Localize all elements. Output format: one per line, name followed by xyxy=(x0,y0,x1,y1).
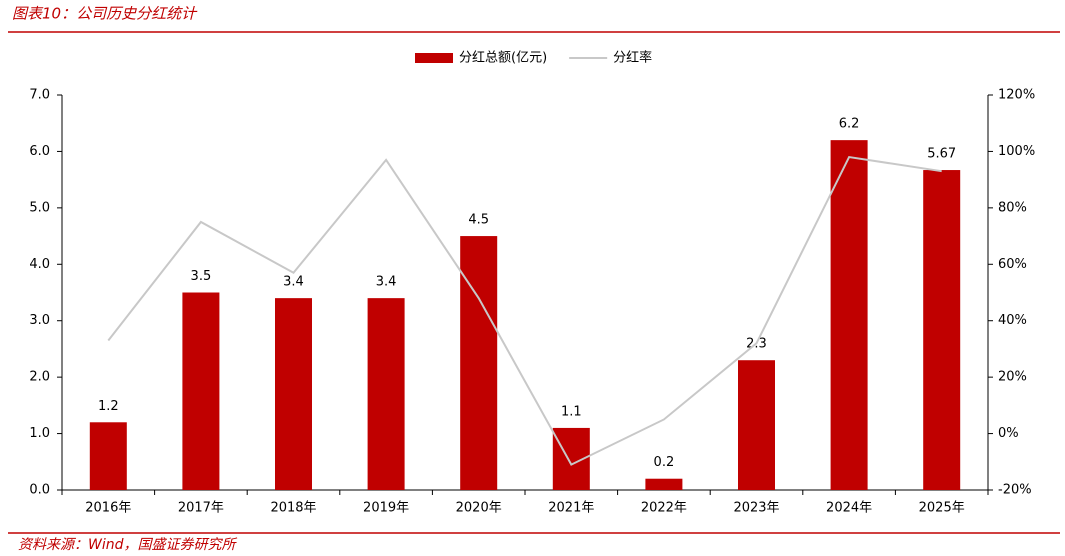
y-tick-label: 5.0 xyxy=(29,200,50,215)
y-tick-label: 0.0 xyxy=(29,483,50,498)
line xyxy=(107,155,942,466)
x-tick-label: 2019年 xyxy=(363,501,409,516)
bar xyxy=(275,298,312,490)
y2-tick-label: 0% xyxy=(998,426,1019,441)
y-tick-label: 4.0 xyxy=(29,257,50,272)
bar xyxy=(182,292,220,490)
data-label: 3.4 xyxy=(283,275,304,290)
bar xyxy=(367,298,405,490)
legend-label: 分红率 xyxy=(613,50,652,66)
x-tick-label: 2021年 xyxy=(548,501,594,516)
y2-tick-label: 120% xyxy=(998,88,1035,103)
y-tick-label: 1.0 xyxy=(29,426,50,441)
x-tick-label: 2020年 xyxy=(456,501,502,516)
bar xyxy=(460,236,498,490)
bar xyxy=(830,140,868,490)
y-tick-label: 6.0 xyxy=(29,144,50,159)
data-label: 1.2 xyxy=(98,399,119,414)
data-label: 1.1 xyxy=(561,404,582,419)
y2-tick-label: 60% xyxy=(998,257,1027,272)
x-tick-label: 2023年 xyxy=(733,501,779,516)
legend-label: 分红总额(亿元) xyxy=(459,50,547,66)
y-tick-label: 7.0 xyxy=(29,88,50,103)
bar xyxy=(923,170,961,491)
x-tick-label: 2025年 xyxy=(919,501,965,516)
y2-tick-label: 40% xyxy=(998,313,1027,328)
y-tick-label: 2.0 xyxy=(29,370,50,385)
x-tick-label: 2022年 xyxy=(641,501,687,516)
bar xyxy=(738,360,775,490)
data-label: 3.4 xyxy=(376,275,397,290)
y-tick-label: 3.0 xyxy=(29,313,50,328)
y2-tick-label: 20% xyxy=(998,370,1027,385)
x-tick-label: 2017年 xyxy=(178,501,224,516)
y2-tick-label: 100% xyxy=(998,144,1035,159)
source-note: 资料来源：Wind，国盛证券研究所 xyxy=(18,537,237,553)
y2-tick-label: 80% xyxy=(998,200,1027,215)
bar xyxy=(645,478,683,490)
data-label: 5.67 xyxy=(927,147,956,162)
chart-title: 图表10：公司历史分红统计 xyxy=(12,5,198,23)
data-label: 0.2 xyxy=(654,455,675,470)
legend-swatch xyxy=(415,53,453,63)
y2-tick-label: -20% xyxy=(998,483,1032,498)
data-label: 6.2 xyxy=(839,117,860,132)
data-label: 4.5 xyxy=(468,213,489,228)
bar xyxy=(89,422,127,490)
x-tick-label: 2016年 xyxy=(85,501,131,516)
x-tick-label: 2024年 xyxy=(826,501,872,516)
x-tick-label: 2018年 xyxy=(270,501,316,516)
data-label: 3.5 xyxy=(191,269,212,284)
